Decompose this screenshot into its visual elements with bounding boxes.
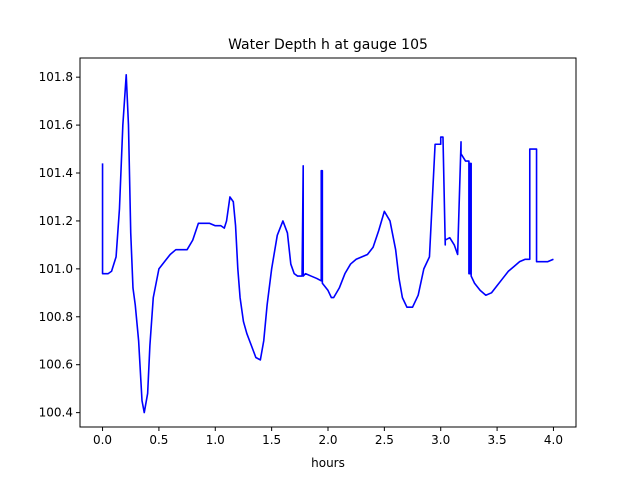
chart-title: Water Depth h at gauge 105 — [228, 37, 428, 53]
y-tick-label: 101.2 — [39, 214, 73, 228]
plot-frame — [79, 57, 577, 428]
x-tick-label: 3.5 — [488, 433, 507, 447]
y-tick-label: 100.6 — [39, 358, 73, 372]
x-tick-label: 2.5 — [375, 433, 394, 447]
y-tick-label: 100.4 — [39, 406, 73, 420]
x-tick-label: 1.0 — [206, 433, 225, 447]
x-axis: 0.0 0.5 1.0 1.5 2.0 2.5 3.0 3.5 4.0 — [93, 427, 563, 447]
series-line-0 — [101, 73, 554, 414]
x-tick-label: 1.5 — [262, 433, 281, 447]
x-tick-label: 4.0 — [544, 433, 563, 447]
plot-area — [79, 57, 577, 428]
x-axis-label: hours — [311, 456, 345, 470]
x-tick-label: 0.0 — [93, 433, 112, 447]
y-tick-label: 101.8 — [39, 70, 73, 84]
y-tick-label: 101.0 — [39, 262, 73, 276]
x-tick-label: 2.0 — [318, 433, 337, 447]
y-tick-label: 101.4 — [39, 166, 73, 180]
y-axis: 100.4 100.6 100.8 101.0 101.2 101.4 101.6 101.8 — [39, 70, 80, 420]
y-tick-label: 100.8 — [39, 310, 73, 324]
y-tick-label: 101.6 — [39, 118, 73, 132]
x-tick-label: 3.0 — [431, 433, 450, 447]
x-tick-label: 0.5 — [149, 433, 168, 447]
